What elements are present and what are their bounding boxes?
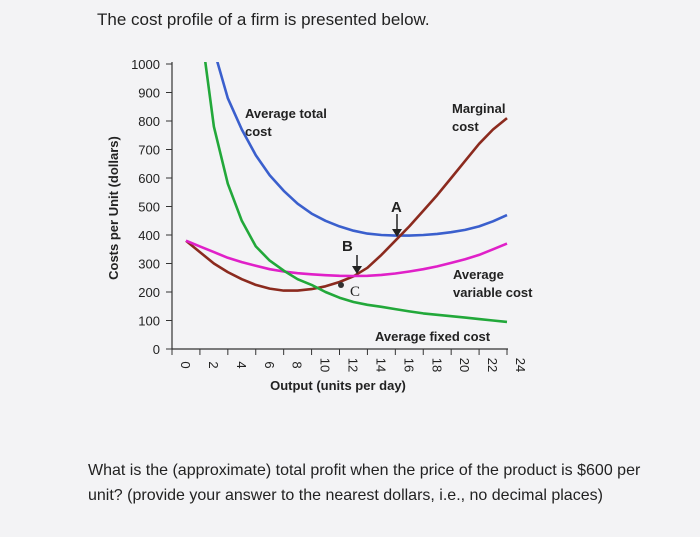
annotation: B (342, 238, 353, 255)
x-tick-label: 0 (178, 361, 193, 368)
point-c (338, 282, 344, 288)
x-tick-label: 24 (513, 358, 528, 372)
chart: Costs per Unit (dollars) Output (units p… (106, 57, 533, 393)
annotation: Marginal cost (452, 101, 505, 134)
y-tick-label: 800 (138, 114, 160, 129)
x-tick-label: 6 (262, 361, 277, 368)
x-tick-label: 16 (401, 358, 416, 372)
intro-text: The cost profile of a firm is presented … (97, 10, 430, 29)
y-tick-label: 600 (138, 171, 160, 186)
x-axis-label: Output (units per day) (270, 378, 406, 393)
y-tick-label: 400 (138, 228, 160, 243)
x-tick-label: 18 (429, 358, 444, 372)
arrow-head (392, 229, 402, 237)
y-tick-label: 700 (138, 143, 160, 158)
series-line (185, 117, 508, 292)
y-tick-label: 500 (138, 200, 160, 215)
annotation: A (391, 199, 402, 216)
series-line (203, 62, 508, 324)
x-tick-label: 8 (290, 361, 305, 368)
y-tick-label: 200 (138, 285, 160, 300)
x-tick-label: 10 (318, 358, 333, 372)
annotation: Average total cost (245, 106, 327, 139)
y-tick-label: 1000 (131, 57, 160, 72)
annotation: Average fixed cost (375, 329, 491, 344)
x-tick-label: 20 (457, 358, 472, 372)
y-tick-label: 300 (138, 257, 160, 272)
x-tick-label: 2 (206, 361, 221, 368)
series-line (185, 239, 508, 278)
annotation: C (350, 284, 360, 300)
annotation: Average variable cost (453, 267, 533, 300)
plot-area (185, 62, 508, 324)
arrow-head (352, 266, 362, 274)
question-text: What is the (approximate) total profit w… (88, 462, 641, 504)
x-tick-label: 22 (485, 358, 500, 372)
series-line (216, 62, 508, 237)
y-axis-label: Costs per Unit (dollars) (106, 136, 121, 280)
x-tick-label: 14 (373, 358, 388, 372)
x-tick-label: 12 (346, 358, 361, 372)
x-tick-label: 4 (234, 361, 249, 368)
y-tick-label: 100 (138, 314, 160, 329)
y-tick-label: 0 (153, 342, 160, 357)
y-tick-label: 900 (138, 86, 160, 101)
